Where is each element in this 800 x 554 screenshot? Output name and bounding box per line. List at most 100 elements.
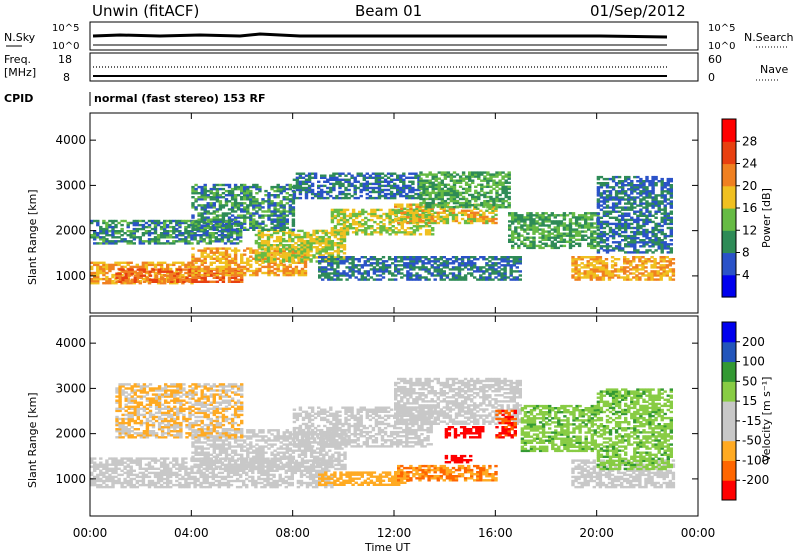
- heatmap-cell: [635, 266, 639, 269]
- heatmap-cell: [584, 234, 588, 237]
- heatmap-cell: [300, 271, 305, 275]
- heatmap-cell: [350, 174, 354, 177]
- heatmap-cell: [439, 270, 443, 273]
- heatmap-cell: [614, 224, 619, 228]
- heatmap-cell: [212, 210, 216, 213]
- heatmap-cell: [332, 174, 336, 177]
- heatmap-cell: [270, 212, 274, 215]
- heatmap-cell: [448, 268, 453, 271]
- heatmap-cell: [120, 265, 124, 269]
- heatmap-cell: [147, 261, 152, 264]
- heatmap-cell: [233, 278, 238, 281]
- heatmap-cell: [596, 241, 601, 244]
- heatmap-cell: [102, 242, 106, 245]
- heatmap-cell: [224, 265, 229, 269]
- heatmap-cell: [144, 261, 149, 264]
- heatmap-cell: [367, 218, 371, 222]
- heatmap-cell: [584, 238, 588, 241]
- heatmap-cell: [517, 220, 521, 223]
- heatmap-cell: [428, 171, 432, 174]
- heatmap-cell: [333, 235, 338, 239]
- heatmap-cell: [514, 230, 518, 233]
- heatmap-cell: [571, 230, 576, 233]
- heatmap-cell: [359, 174, 363, 177]
- heatmap-cell: [608, 249, 613, 252]
- heatmap-cell: [246, 198, 250, 201]
- heatmap-cell: [342, 237, 347, 241]
- heatmap-cell: [321, 246, 325, 249]
- heatmap-cell: [479, 219, 483, 223]
- heatmap-cell: [596, 212, 601, 215]
- heatmap-cell: [529, 228, 533, 231]
- heatmap-cell: [639, 218, 643, 222]
- heatmap-cell: [129, 230, 133, 233]
- heatmap-cell: [669, 200, 673, 203]
- heatmap-cell: [596, 190, 601, 193]
- heatmap-cell: [147, 230, 152, 233]
- heatmap-cell: [323, 180, 327, 183]
- y-tick-label: 1000: [55, 269, 86, 283]
- heatmap-cell: [624, 194, 628, 197]
- heatmap-cell: [623, 262, 627, 265]
- heatmap-cell: [424, 225, 429, 228]
- heatmap-cell: [473, 217, 477, 221]
- heatmap-cell: [358, 212, 362, 216]
- heatmap-cell: [364, 229, 368, 232]
- heatmap-cell: [367, 233, 371, 236]
- heatmap-cell: [595, 274, 600, 277]
- heatmap-cell: [273, 208, 277, 211]
- heatmap-cell: [602, 234, 607, 238]
- heatmap-cell: [495, 171, 499, 174]
- heatmap-cell: [300, 267, 305, 271]
- heatmap-cell: [163, 232, 167, 235]
- heatmap-cell: [221, 183, 226, 187]
- heatmap-cell: [203, 196, 207, 199]
- heatmap-cell: [282, 267, 286, 271]
- heatmap-cell: [428, 206, 432, 209]
- heatmap-cell: [227, 261, 232, 264]
- heatmap-cell: [353, 196, 357, 200]
- heatmap-cell: [272, 260, 277, 263]
- heatmap-cell: [433, 266, 437, 269]
- heatmap-cell: [498, 197, 502, 201]
- heatmap-cell: [215, 228, 220, 231]
- heatmap-cell: [624, 251, 628, 254]
- heatmap-cell: [482, 266, 486, 269]
- heatmap-cell: [489, 197, 493, 201]
- heatmap-cell: [368, 194, 373, 198]
- heatmap-cell: [663, 216, 667, 219]
- heatmap-cell: [660, 202, 664, 205]
- heatmap-cell: [355, 212, 359, 216]
- heatmap-cell: [394, 219, 398, 223]
- heatmap-cell: [491, 270, 495, 273]
- heatmap-cell: [541, 224, 545, 227]
- heatmap-cell: [163, 277, 167, 281]
- heatmap-cell: [391, 272, 395, 275]
- heatmap-cell: [624, 234, 628, 238]
- heatmap-cell: [445, 219, 450, 223]
- heatmap-cell: [550, 244, 554, 248]
- heatmap-cell: [617, 234, 622, 238]
- heatmap-cell: [389, 184, 394, 188]
- heatmap-cell: [644, 258, 648, 261]
- heatmap-cell: [607, 270, 612, 273]
- heatmap-cell: [264, 257, 268, 260]
- heatmap-cell: [383, 178, 388, 181]
- heatmap-cell: [452, 179, 457, 182]
- heatmap-cell: [507, 191, 511, 195]
- heatmap-cell: [190, 236, 194, 239]
- heatmap-cell: [449, 185, 454, 188]
- heatmap-cell: [365, 182, 369, 186]
- heatmap-cell: [370, 231, 374, 234]
- heatmap-cell: [300, 244, 304, 247]
- heatmap-cell: [474, 189, 478, 193]
- heatmap-cell: [261, 210, 265, 213]
- heatmap-cell: [212, 198, 216, 201]
- heatmap-band: [318, 256, 522, 281]
- heatmap-cell: [544, 212, 548, 215]
- heatmap-cell: [653, 278, 657, 281]
- heatmap-cell: [309, 248, 313, 251]
- heatmap-cell: [181, 238, 185, 241]
- heatmap-cell: [442, 266, 446, 269]
- heatmap-cell: [388, 208, 392, 212]
